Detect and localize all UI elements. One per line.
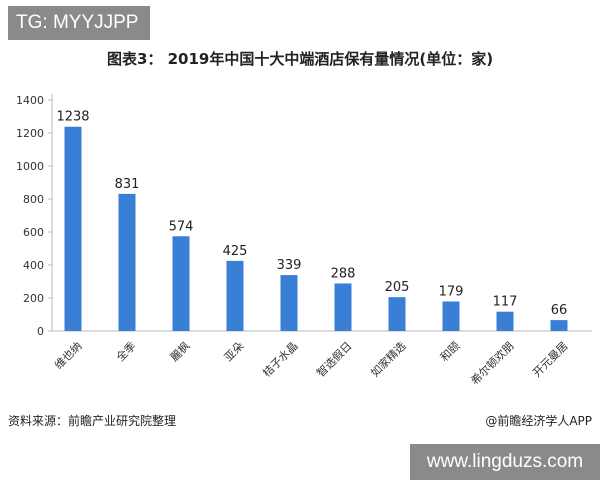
data-label: 205 (385, 280, 410, 295)
x-tick-label: 如家精选 (368, 339, 409, 380)
bar (388, 297, 406, 331)
bar (226, 260, 244, 331)
x-tick-label: 和颐 (438, 339, 463, 364)
x-tick-label: 希尔顿欢朋 (468, 339, 517, 388)
data-label: 66 (551, 303, 568, 318)
x-tick-label: 亚朵 (222, 339, 247, 364)
x-tick-label: 全季 (113, 339, 138, 364)
data-label: 179 (439, 284, 464, 299)
y-tick-label: 1000 (16, 160, 44, 173)
x-tick-label: 麗枫 (167, 339, 192, 364)
y-tick-label: 0 (37, 325, 44, 338)
bar (64, 126, 82, 331)
bar (280, 275, 298, 331)
x-tick-label: 智选假日 (314, 339, 355, 380)
data-label: 831 (115, 177, 140, 192)
data-label: 339 (277, 258, 302, 273)
watermark-url: www.lingduzs.com (410, 444, 600, 480)
source-note: 资料来源：前瞻产业研究院整理 (8, 414, 177, 428)
x-tick-label: 开元曼居 (530, 339, 570, 379)
bar (442, 301, 460, 331)
x-tick-label: 维也纳 (52, 339, 85, 372)
y-tick-label: 1400 (16, 94, 44, 107)
y-tick-label: 400 (23, 259, 44, 272)
y-tick-label: 200 (23, 292, 44, 305)
y-tick-label: 1200 (16, 127, 44, 140)
overlay-tag: TG: MYYJJPP (8, 6, 150, 40)
publisher-credit: @前瞻经济学人APP (485, 414, 592, 428)
y-tick-label: 600 (23, 226, 44, 239)
chart-title: 图表3： 2019年中国十大中端酒店保有量情况(单位：家) (106, 50, 494, 68)
y-tick-label: 800 (23, 193, 44, 206)
bar (118, 193, 136, 331)
data-label: 425 (223, 244, 248, 259)
bar (172, 236, 190, 331)
data-label: 1238 (56, 110, 89, 125)
data-label: 288 (331, 266, 356, 281)
x-tick-label: 桔子水晶 (260, 339, 301, 380)
bar (334, 283, 352, 331)
data-label: 117 (493, 295, 518, 310)
bar (496, 311, 514, 331)
bar-chart: 0 200 400 600 800 1000 1200 1400 1238 维也纳 831 全季 574… (16, 94, 592, 388)
data-label: 574 (169, 219, 194, 234)
bar (550, 320, 568, 331)
